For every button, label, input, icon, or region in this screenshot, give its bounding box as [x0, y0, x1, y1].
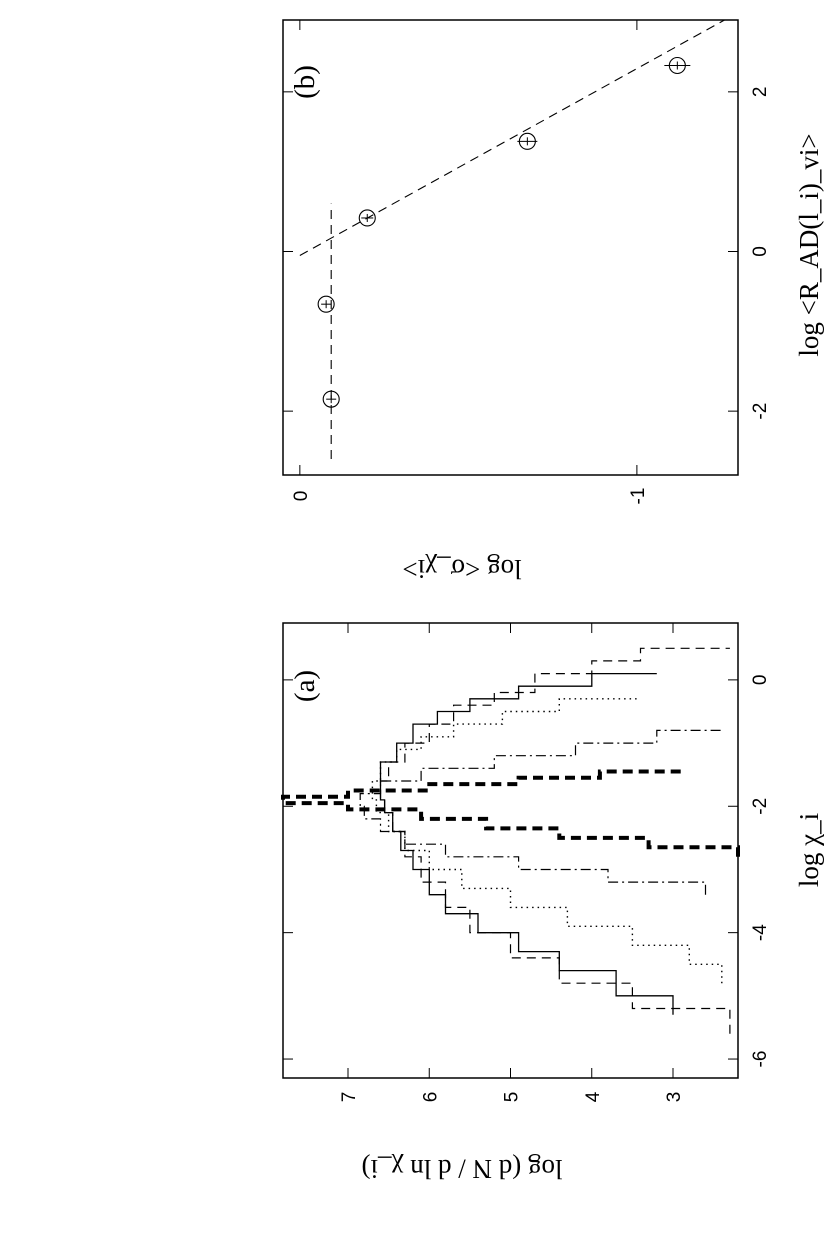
panel-a-series-group — [281, 647, 740, 1034]
panel-b-ylabel: log <σ_χi> — [402, 554, 521, 584]
panel-a-series-dotted — [371, 698, 723, 984]
panel-a-series-dashed-thin — [379, 647, 731, 1034]
panel-a-xticks: -6 -4 -2 0 — [283, 675, 771, 1068]
panel-b-point — [322, 390, 340, 408]
panel-b-fit-line — [299, 19, 725, 256]
panel-a-series-solid — [379, 672, 674, 1015]
panel-b-xtick-label: 0 — [750, 246, 771, 257]
panel-b-yticks: 0 -1 — [291, 20, 649, 504]
panel-b-ytick-label: -1 — [628, 488, 649, 505]
panel-b-frame — [282, 19, 739, 476]
panel-b-label: (b) — [289, 65, 321, 99]
panel-a-ytick-label: 5 — [502, 1092, 523, 1103]
panel-a-xtick-label: 0 — [750, 675, 771, 686]
panel-b-lines — [299, 19, 725, 460]
panel-b-xlabel: log <R_AD(l_i)_vi> — [794, 133, 824, 356]
panel-b-xticks: -2 0 2 — [283, 87, 771, 420]
panel-a-xtick-label: -4 — [750, 924, 771, 941]
panel-a-series-dashed-thick — [281, 769, 740, 857]
panel-a-ytick-label: 7 — [339, 1092, 360, 1103]
panel-b-xtick-label: -2 — [750, 403, 771, 420]
panel-b: -2 0 2 0 -1 (b) log <R_AD(l_i)_vi> log <σ_χ… — [282, 19, 824, 584]
panel-a-ytick-label: 4 — [583, 1091, 604, 1102]
panel-b-point — [358, 209, 376, 227]
panel-a-ytick-label: 6 — [420, 1092, 441, 1103]
panel-a-label: (a) — [289, 670, 321, 702]
panel-a-frame — [282, 622, 739, 1079]
panel-a: -6 -4 -2 0 3 4 5 6 7 (a) log χ_i log (d N / d l… — [281, 622, 824, 1184]
panel-b-points — [317, 56, 691, 408]
panel-b-point — [317, 295, 335, 313]
panel-a-ylabel: log (d N / d ln χ_i) — [362, 1154, 563, 1184]
panel-b-ytick-label: 0 — [291, 491, 312, 502]
panel-a-series-dash-dot — [359, 729, 722, 895]
panel-b-xtick-label: 2 — [750, 87, 771, 98]
panel-a-ytick-label: 3 — [664, 1092, 685, 1103]
panel-a-xtick-label: -2 — [750, 798, 771, 815]
panel-a-yticks: 3 4 5 6 7 — [339, 623, 685, 1102]
panel-a-xtick-label: -6 — [750, 1051, 771, 1068]
panel-a-xlabel: log χ_i — [794, 813, 824, 887]
